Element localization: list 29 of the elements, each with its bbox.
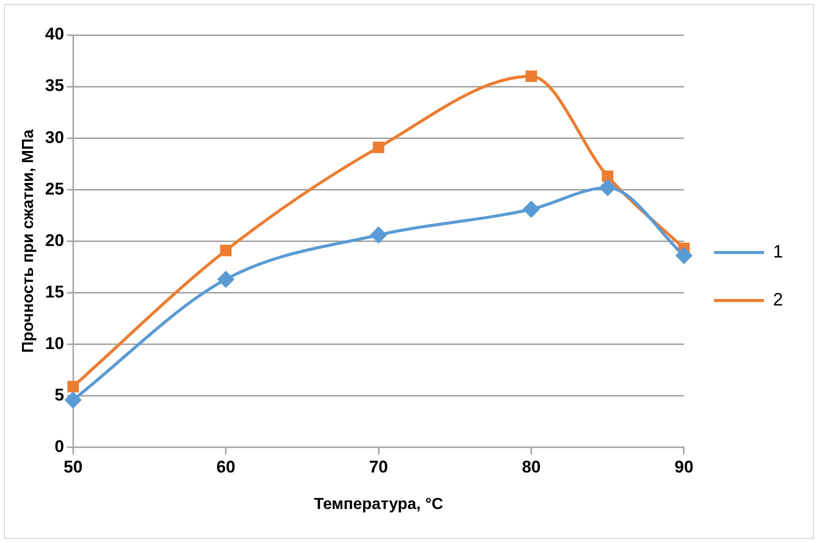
y-tick-label: 20 <box>45 230 64 250</box>
point <box>372 142 384 154</box>
point <box>676 248 692 264</box>
x-tick-label: 90 <box>674 457 694 476</box>
point <box>602 170 614 182</box>
x-tick-label: 80 <box>522 457 541 476</box>
x-tick-label: 50 <box>64 457 83 476</box>
y-tick-label: 0 <box>54 437 64 456</box>
x-axis-title: Температура, °С <box>314 496 444 513</box>
y-tick-label: 40 <box>45 24 64 44</box>
point <box>220 244 232 256</box>
point <box>218 271 234 288</box>
point <box>370 227 387 244</box>
x-tick-label: 70 <box>369 457 388 476</box>
point <box>67 380 79 392</box>
point <box>65 392 82 408</box>
legend-label: 2 <box>772 289 784 310</box>
y-tick-label: 5 <box>54 386 64 405</box>
point <box>600 180 616 196</box>
y-tick-label: 30 <box>45 128 64 147</box>
y-axis-title: Прочность при сжатии, МПа <box>20 129 38 353</box>
y-tick-label: 10 <box>45 334 64 353</box>
y-tick-label: 25 <box>45 179 64 198</box>
x-tick-label: 60 <box>216 457 236 476</box>
y-tick-label: 35 <box>45 76 64 96</box>
legend-label: 1 <box>772 241 784 262</box>
y-tick-label: 15 <box>45 282 64 302</box>
point <box>523 201 540 218</box>
point <box>526 70 538 82</box>
